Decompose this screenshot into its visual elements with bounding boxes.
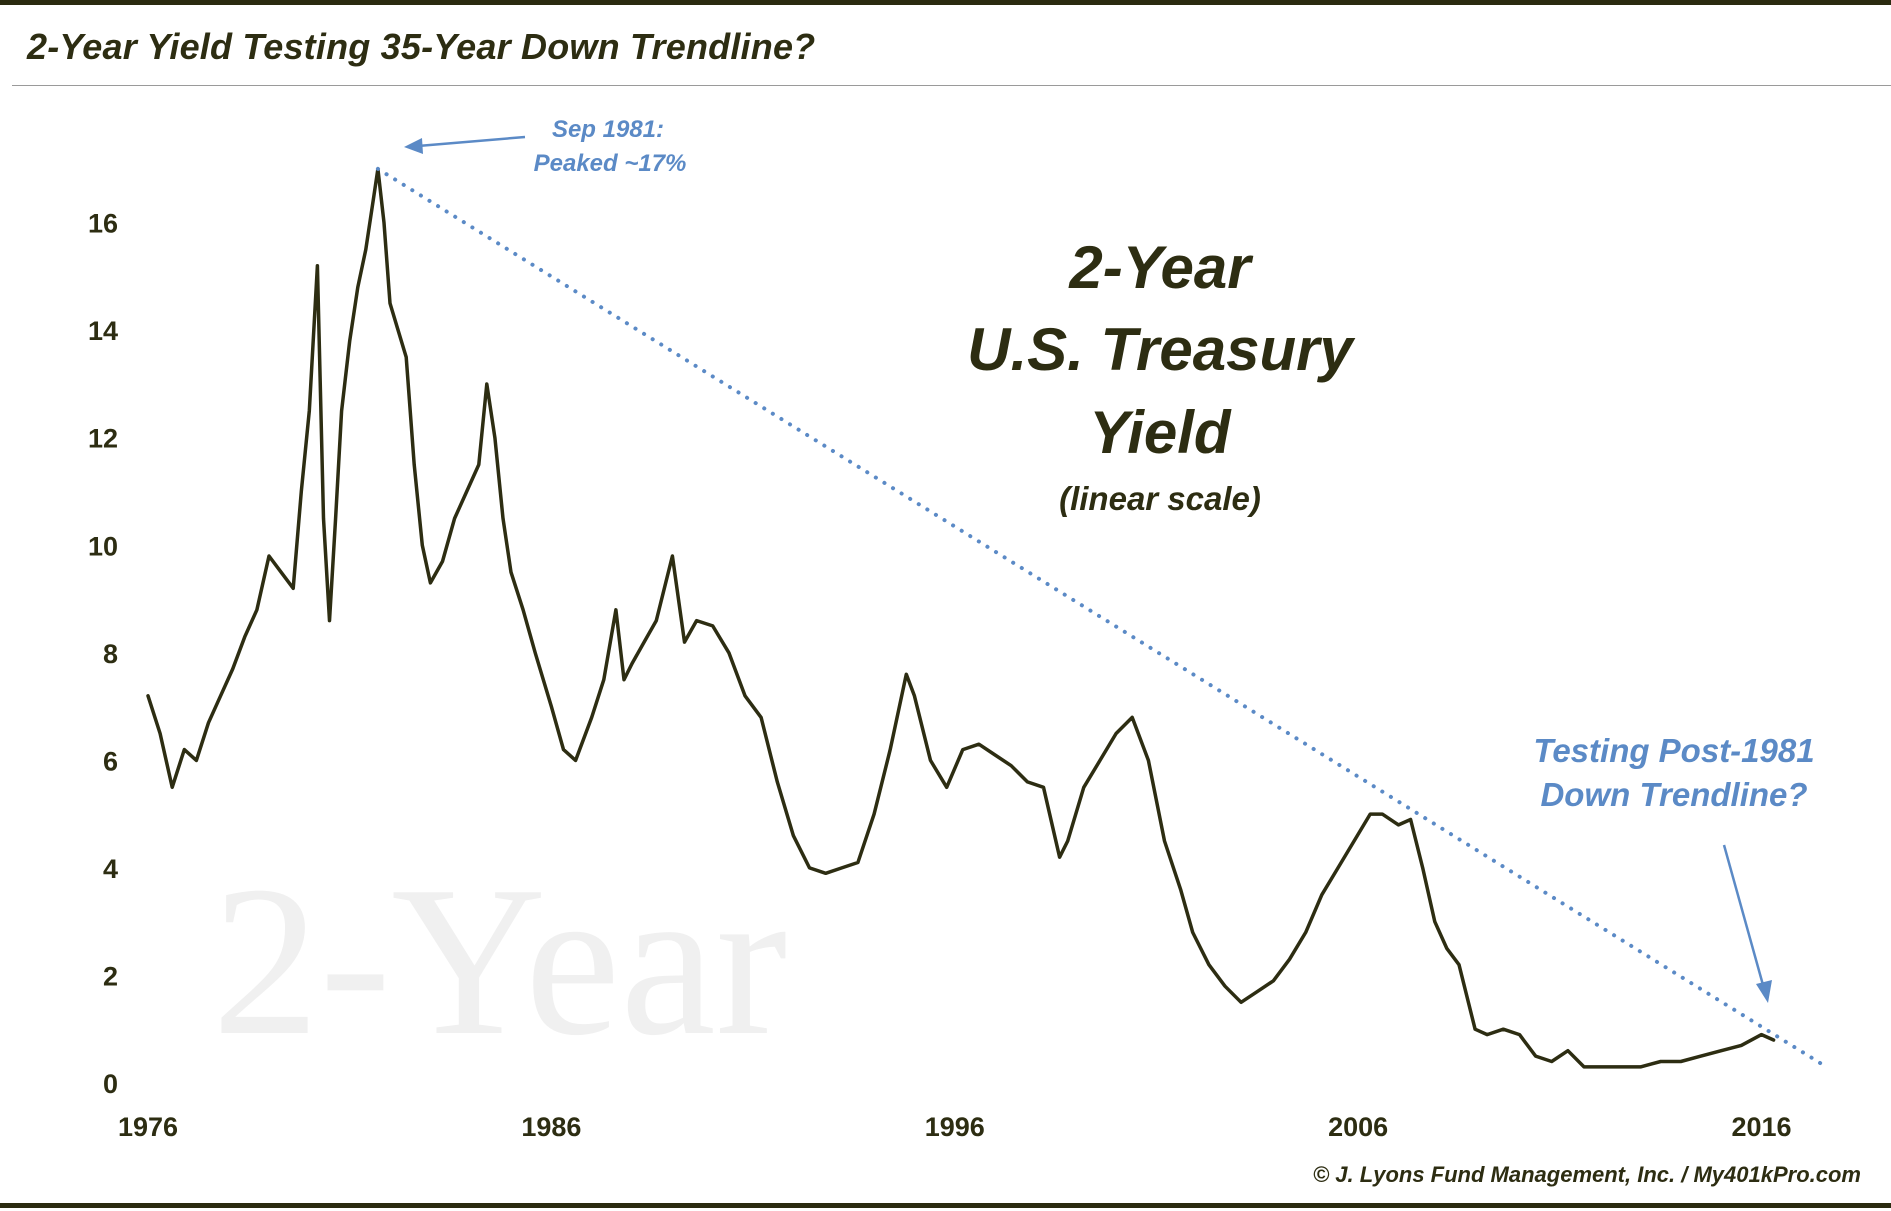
peak-arrow xyxy=(417,135,526,148)
center-subtitle: (linear scale) xyxy=(1059,480,1261,517)
top-border xyxy=(0,0,1891,5)
peak-arrow-head xyxy=(404,138,423,154)
center-title-line1: 2-Year xyxy=(1068,234,1254,301)
y-tick-label: 10 xyxy=(88,531,118,561)
y-tick-label: 6 xyxy=(103,746,118,776)
test-arrow-head xyxy=(1756,980,1772,1003)
y-tick-label: 14 xyxy=(88,316,118,346)
y-axis-ticks: 0 2 4 6 8 10 12 14 16 xyxy=(88,209,118,1099)
trendline xyxy=(375,166,1824,1067)
copyright-credit: © J. Lyons Fund Management, Inc. / My401… xyxy=(1312,1162,1861,1187)
peak-annotation-line2: Peaked ~17% xyxy=(534,150,687,177)
page-title: 2-Year Yield Testing 35-Year Down Trendl… xyxy=(27,26,816,67)
center-title-line2: U.S. Treasury xyxy=(967,316,1355,383)
x-tick-label: 2006 xyxy=(1328,1112,1388,1142)
watermark-text: 2-Year xyxy=(212,841,787,1080)
y-tick-label: 4 xyxy=(103,854,118,884)
series-line-2yr-yield xyxy=(146,167,1776,1069)
y-tick-label: 12 xyxy=(88,424,118,454)
test-annotation-line1: Testing Post-1981 xyxy=(1533,732,1814,769)
peak-annotation-line1: Sep 1981: xyxy=(552,116,664,143)
y-tick-label: 8 xyxy=(103,639,118,669)
y-tick-label: 2 xyxy=(103,961,118,991)
title-divider xyxy=(12,85,1891,86)
x-tick-label: 1986 xyxy=(521,1112,581,1142)
test-annotation-line2: Down Trendline? xyxy=(1540,776,1807,813)
test-arrow xyxy=(1722,844,1765,986)
x-tick-label: 1976 xyxy=(118,1112,178,1142)
x-axis-ticks: 1976 1986 1996 2006 2016 xyxy=(118,1112,1792,1142)
center-title-line3: Yield xyxy=(1089,399,1232,466)
x-tick-label: 1996 xyxy=(925,1112,985,1142)
bottom-border xyxy=(0,1203,1891,1208)
y-tick-label: 0 xyxy=(103,1069,118,1099)
x-tick-label: 2016 xyxy=(1731,1112,1791,1142)
y-tick-label: 16 xyxy=(88,209,118,239)
